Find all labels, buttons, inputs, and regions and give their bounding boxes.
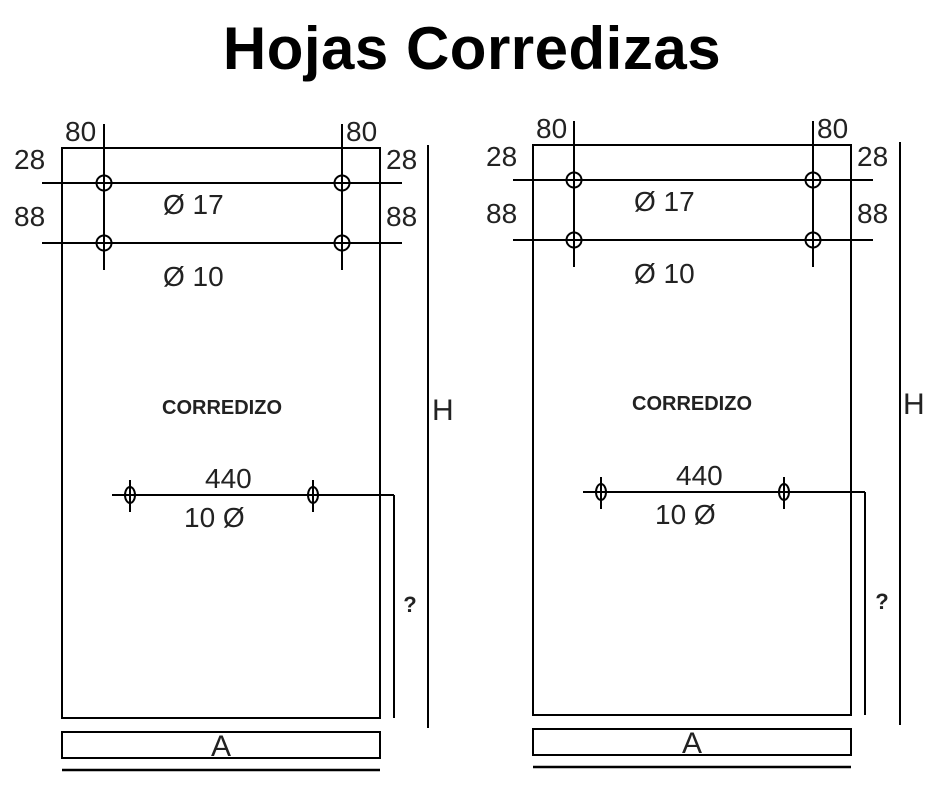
unknown-height-label: ? [875, 589, 888, 614]
dim-left-top: 80 [536, 113, 567, 144]
hole-circle [804, 171, 822, 189]
handle-hole-circle [595, 483, 607, 501]
dim-left-second: 88 [14, 201, 45, 232]
dim-right-first: 28 [857, 141, 888, 172]
panel-left: 80 80 28 28 88 88 Ø 17 Ø 10 CORREDIZO 44… [14, 116, 454, 772]
sliding-door-outline [532, 144, 852, 716]
hole-circle [333, 174, 351, 192]
panel-label: CORREDIZO [162, 397, 282, 419]
dim-right-second: 88 [857, 198, 888, 229]
width-label: A [211, 730, 231, 763]
dim-left-top: 80 [65, 116, 96, 147]
handle-hole-diameter: 10 Ø [184, 502, 245, 533]
height-label: H [432, 394, 454, 427]
hole-circle [95, 234, 113, 252]
hole-circle [95, 174, 113, 192]
handle-hole-circle [778, 483, 790, 501]
hole-diameter-lower: Ø 10 [634, 258, 695, 289]
panel-label: CORREDIZO [632, 393, 752, 415]
hole-circle [565, 171, 583, 189]
page-title: Hojas Corredizas [222, 15, 722, 82]
panel-right: 80 80 28 28 88 88 Ø 17 Ø 10 CORREDIZO 44… [486, 113, 925, 769]
hole-diameter-lower: Ø 10 [163, 261, 224, 292]
handle-hole-circle [124, 486, 136, 504]
width-strip [532, 728, 852, 756]
height-label: H [903, 388, 925, 421]
width-label: A [682, 727, 702, 760]
hole-circle [333, 234, 351, 252]
width-strip [61, 731, 381, 759]
unknown-height-label: ? [403, 592, 416, 617]
dim-right-top: 80 [346, 116, 377, 147]
sliding-door-outline [61, 147, 381, 719]
handle-spacing: 440 [676, 460, 723, 491]
handle-spacing: 440 [205, 463, 252, 494]
handle-hole-circle [307, 486, 319, 504]
hole-diameter-upper: Ø 17 [163, 189, 224, 220]
dim-left-first: 28 [486, 141, 517, 172]
dim-right-second: 88 [386, 201, 417, 232]
handle-hole-diameter: 10 Ø [655, 499, 716, 530]
hole-diameter-upper: Ø 17 [634, 186, 695, 217]
dim-right-first: 28 [386, 144, 417, 175]
hole-circle [804, 231, 822, 249]
hole-circle [565, 231, 583, 249]
dim-left-first: 28 [14, 144, 45, 175]
dim-left-second: 88 [486, 198, 517, 229]
dim-right-top: 80 [817, 113, 848, 144]
